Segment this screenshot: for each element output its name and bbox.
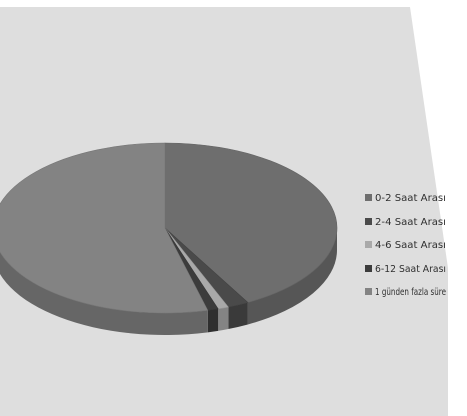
pie-slice-4 [0, 142, 209, 314]
legend-item: 2-4 Saat Arası [365, 217, 446, 228]
legend-label-2: 4-6 Saat Arası [375, 240, 446, 251]
pie-slice-side-2 [218, 307, 229, 331]
pie-sides [0, 228, 337, 336]
legend-swatch-4 [365, 288, 372, 295]
legend-swatch-3 [365, 265, 372, 272]
legend-item: 4-6 Saat Arası [365, 240, 446, 251]
pie-slice-side-3 [207, 308, 219, 333]
legend-label-3: 6-12 Saat Arası [375, 264, 446, 275]
pie-slice-side-4 [0, 251, 208, 336]
legend-swatch-0 [365, 194, 372, 201]
legend-swatch-2 [365, 241, 372, 248]
legend-item: 0-2 Saat Arası [365, 193, 446, 204]
legend-item: 1 günden fazla süre [365, 287, 446, 298]
pie-slice-side-1 [228, 302, 248, 330]
legend-item: 6-12 Saat Arası [365, 264, 446, 275]
legend-swatch-1 [365, 218, 372, 225]
pie-slices [0, 142, 338, 314]
legend-label-0: 0-2 Saat Arası [375, 193, 446, 204]
legend-label-4: 1 günden fazla süre [375, 287, 446, 298]
legend-label-1: 2-4 Saat Arası [375, 217, 446, 228]
pie-slice-side-0 [247, 228, 337, 325]
pie-slice-0 [164, 142, 338, 303]
legend: 0-2 Saat Arası 2-4 Saat Arası 4-6 Saat A… [365, 193, 446, 298]
